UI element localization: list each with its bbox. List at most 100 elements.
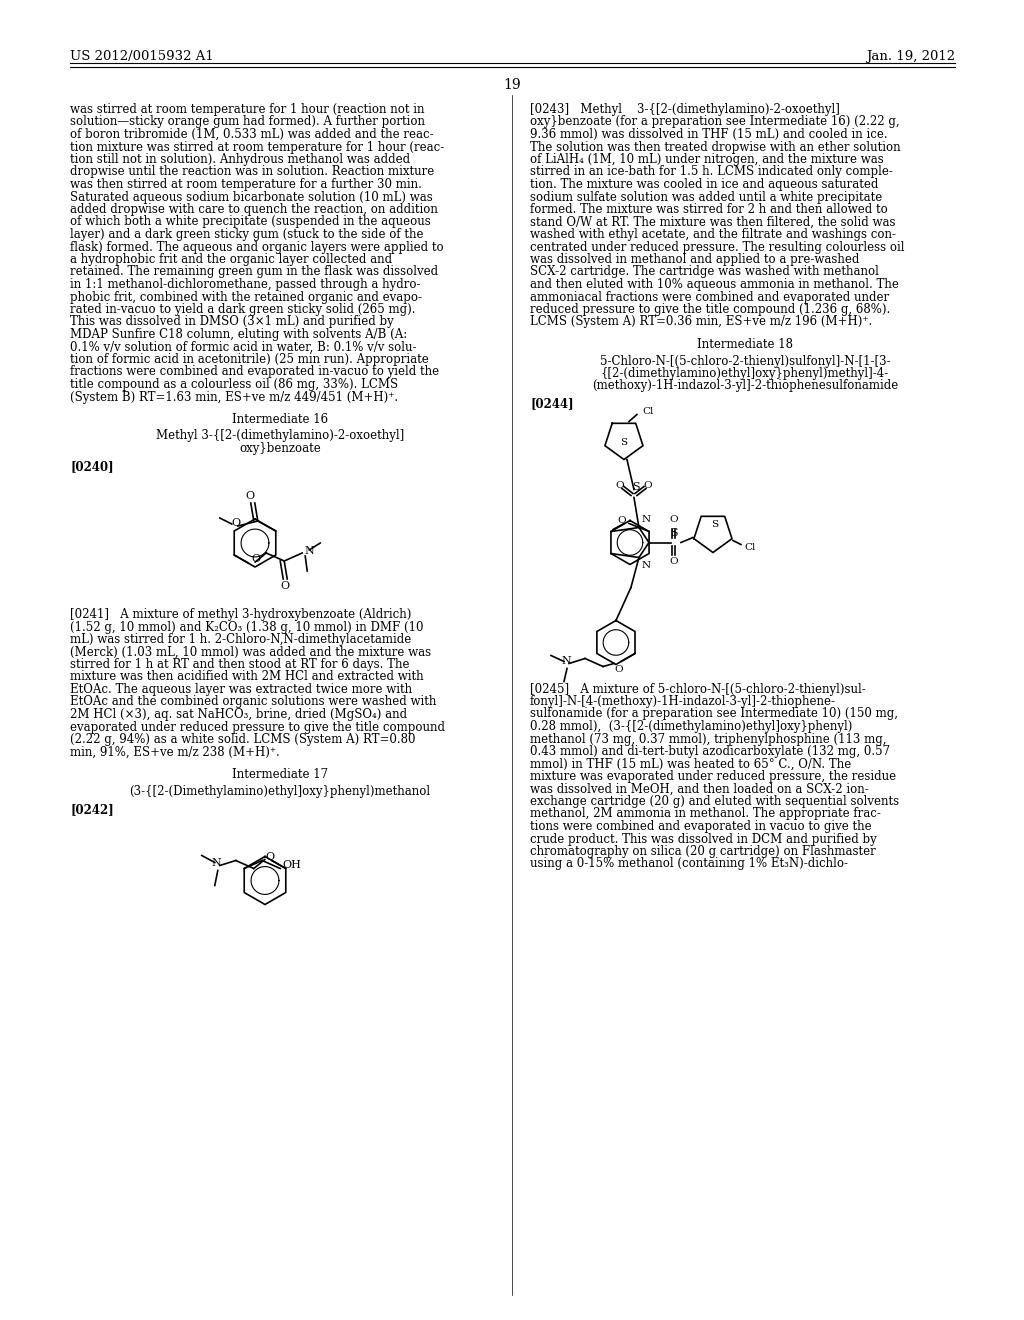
Text: of which both a white precipitate (suspended in the aqueous: of which both a white precipitate (suspe… [70, 215, 431, 228]
Text: sodium sulfate solution was added until a white precipitate: sodium sulfate solution was added until … [530, 190, 883, 203]
Text: mmol) in THF (15 mL) was heated to 65° C., O/N. The: mmol) in THF (15 mL) was heated to 65° C… [530, 758, 851, 771]
Text: of LiAlH₄ (1M, 10 mL) under nitrogen, and the mixture was: of LiAlH₄ (1M, 10 mL) under nitrogen, an… [530, 153, 884, 166]
Text: solution—sticky orange gum had formed). A further portion: solution—sticky orange gum had formed). … [70, 116, 425, 128]
Text: Intermediate 18: Intermediate 18 [697, 338, 793, 351]
Text: This was dissolved in DMSO (3×1 mL) and purified by: This was dissolved in DMSO (3×1 mL) and … [70, 315, 394, 329]
Text: stirred for 1 h at RT and then stood at RT for 6 days. The: stirred for 1 h at RT and then stood at … [70, 657, 410, 671]
Text: tions were combined and evaporated in vacuo to give the: tions were combined and evaporated in va… [530, 820, 871, 833]
Text: O: O [644, 480, 652, 490]
Text: [0245]   A mixture of 5-chloro-N-[(5-chloro-2-thienyl)sul-: [0245] A mixture of 5-chloro-N-[(5-chlor… [530, 682, 865, 696]
Text: O: O [670, 557, 678, 566]
Text: of boron tribromide (1M, 0.533 mL) was added and the reac-: of boron tribromide (1M, 0.533 mL) was a… [70, 128, 433, 141]
Text: retained. The remaining green gum in the flask was dissolved: retained. The remaining green gum in the… [70, 265, 438, 279]
Text: min, 91%, ES+ve m/z 238 (M+H)⁺.: min, 91%, ES+ve m/z 238 (M+H)⁺. [70, 746, 280, 759]
Text: S: S [670, 528, 678, 539]
Text: O: O [281, 581, 290, 591]
Text: EtOAc. The aqueous layer was extracted twice more with: EtOAc. The aqueous layer was extracted t… [70, 682, 412, 696]
Text: N: N [212, 858, 221, 867]
Text: Intermediate 16: Intermediate 16 [232, 413, 328, 426]
Text: (Merck) (1.03 mL, 10 mmol) was added and the mixture was: (Merck) (1.03 mL, 10 mmol) was added and… [70, 645, 431, 659]
Text: dropwise until the reaction was in solution. Reaction mixture: dropwise until the reaction was in solut… [70, 165, 434, 178]
Text: [0241]   A mixture of methyl 3-hydroxybenzoate (Aldrich): [0241] A mixture of methyl 3-hydroxybenz… [70, 609, 412, 620]
Text: centrated under reduced pressure. The resulting colourless oil: centrated under reduced pressure. The re… [530, 240, 904, 253]
Text: formed. The mixture was stirred for 2 h and then allowed to: formed. The mixture was stirred for 2 h … [530, 203, 888, 216]
Text: stirred in an ice-bath for 1.5 h. LCMS indicated only comple-: stirred in an ice-bath for 1.5 h. LCMS i… [530, 165, 893, 178]
Text: sulfonamide (for a preparation see Intermediate 10) (150 mg,: sulfonamide (for a preparation see Inter… [530, 708, 898, 721]
Text: stand O/W at RT. The mixture was then filtered, the solid was: stand O/W at RT. The mixture was then fi… [530, 215, 896, 228]
Text: 2M HCl (×3), aq. sat NaHCO₃, brine, dried (MgSO₄) and: 2M HCl (×3), aq. sat NaHCO₃, brine, drie… [70, 708, 408, 721]
Text: SCX-2 cartridge. The cartridge was washed with methanol: SCX-2 cartridge. The cartridge was washe… [530, 265, 879, 279]
Text: OH: OH [283, 861, 301, 870]
Text: tion still not in solution). Anhydrous methanol was added: tion still not in solution). Anhydrous m… [70, 153, 411, 166]
Text: EtOAc and the combined organic solutions were washed with: EtOAc and the combined organic solutions… [70, 696, 436, 709]
Text: [0242]: [0242] [70, 803, 114, 816]
Text: crude product. This was dissolved in DCM and purified by: crude product. This was dissolved in DCM… [530, 833, 877, 846]
Text: 0.28 mmol),  (3-{[2-(dimethylamino)ethyl]oxy}phenyl): 0.28 mmol), (3-{[2-(dimethylamino)ethyl]… [530, 719, 852, 733]
Text: and then eluted with 10% aqueous ammonia in methanol. The: and then eluted with 10% aqueous ammonia… [530, 279, 899, 290]
Text: [0244]: [0244] [530, 397, 573, 411]
Text: (methoxy)-1H-indazol-3-yl]-2-thiophenesulfonamide: (methoxy)-1H-indazol-3-yl]-2-thiophenesu… [592, 380, 898, 392]
Text: tion mixture was stirred at room temperature for 1 hour (reac-: tion mixture was stirred at room tempera… [70, 140, 444, 153]
Text: O: O [614, 664, 624, 673]
Text: reduced pressure to give the title compound (1.236 g, 68%).: reduced pressure to give the title compo… [530, 304, 890, 315]
Text: US 2012/0015932 A1: US 2012/0015932 A1 [70, 50, 214, 63]
Text: O: O [245, 491, 254, 502]
Text: N: N [561, 656, 570, 665]
Text: mixture was then acidified with 2M HCl and extracted with: mixture was then acidified with 2M HCl a… [70, 671, 424, 684]
Text: ammoniacal fractions were combined and evaporated under: ammoniacal fractions were combined and e… [530, 290, 889, 304]
Text: 0.43 mmol) and di-tert-butyl azodicarboxylate (132 mg, 0.57: 0.43 mmol) and di-tert-butyl azodicarbox… [530, 744, 890, 758]
Text: fonyl]-N-[4-(methoxy)-1H-indazol-3-yl]-2-thiophene-: fonyl]-N-[4-(methoxy)-1H-indazol-3-yl]-2… [530, 696, 836, 708]
Text: O: O [265, 851, 274, 862]
Text: mixture was evaporated under reduced pressure, the residue: mixture was evaporated under reduced pre… [530, 770, 896, 783]
Text: O: O [617, 516, 626, 525]
Text: added dropwise with care to quench the reaction, on addition: added dropwise with care to quench the r… [70, 203, 438, 216]
Text: washed with ethyl acetate, and the filtrate and washings con-: washed with ethyl acetate, and the filtr… [530, 228, 896, 242]
Text: flask) formed. The aqueous and organic layers were applied to: flask) formed. The aqueous and organic l… [70, 240, 443, 253]
Text: O: O [251, 554, 260, 564]
Text: title compound as a colourless oil (86 mg, 33%). LCMS: title compound as a colourless oil (86 m… [70, 378, 398, 391]
Text: oxy}benzoate (for a preparation see Intermediate 16) (2.22 g,: oxy}benzoate (for a preparation see Inte… [530, 116, 900, 128]
Text: (3-{[2-(Dimethylamino)ethyl]oxy}phenyl)methanol: (3-{[2-(Dimethylamino)ethyl]oxy}phenyl)m… [129, 784, 430, 797]
Text: O: O [670, 516, 678, 524]
Text: (1.52 g, 10 mmol) and K₂CO₃ (1.38 g, 10 mmol) in DMF (10: (1.52 g, 10 mmol) and K₂CO₃ (1.38 g, 10 … [70, 620, 424, 634]
Text: oxy}benzoate: oxy}benzoate [240, 442, 321, 455]
Text: N: N [642, 516, 651, 524]
Text: was then stirred at room temperature for a further 30 min.: was then stirred at room temperature for… [70, 178, 422, 191]
Text: was stirred at room temperature for 1 hour (reaction not in: was stirred at room temperature for 1 ho… [70, 103, 425, 116]
Text: in 1:1 methanol-dichloromethane, passed through a hydro-: in 1:1 methanol-dichloromethane, passed … [70, 279, 421, 290]
Text: N: N [642, 561, 651, 569]
Text: evaporated under reduced pressure to give the title compound: evaporated under reduced pressure to giv… [70, 721, 445, 734]
Text: 5-Chloro-N-[(5-chloro-2-thienyl)sulfonyl]-N-[1-[3-: 5-Chloro-N-[(5-chloro-2-thienyl)sulfonyl… [600, 355, 890, 367]
Text: {[2-(dimethylamino)ethyl]oxy}phenyl)methyl]-4-: {[2-(dimethylamino)ethyl]oxy}phenyl)meth… [601, 367, 889, 380]
Text: Intermediate 17: Intermediate 17 [232, 768, 328, 781]
Text: (System B) RT=1.63 min, ES+ve m/z 449/451 (M+H)⁺.: (System B) RT=1.63 min, ES+ve m/z 449/45… [70, 391, 398, 404]
Text: Saturated aqueous sodium bicarbonate solution (10 mL) was: Saturated aqueous sodium bicarbonate sol… [70, 190, 433, 203]
Text: (2.22 g, 94%) as a white solid. LCMS (System A) RT=0.80: (2.22 g, 94%) as a white solid. LCMS (Sy… [70, 733, 416, 746]
Text: tion. The mixture was cooled in ice and aqueous saturated: tion. The mixture was cooled in ice and … [530, 178, 879, 191]
Text: using a 0-15% methanol (containing 1% Et₃N)-dichlo-: using a 0-15% methanol (containing 1% Et… [530, 858, 848, 870]
Text: mL) was stirred for 1 h. 2-Chloro-N,N-dimethylacetamide: mL) was stirred for 1 h. 2-Chloro-N,N-di… [70, 634, 412, 645]
Text: S: S [712, 520, 719, 529]
Text: tion of formic acid in acetonitrile) (25 min run). Appropriate: tion of formic acid in acetonitrile) (25… [70, 352, 429, 366]
Text: N: N [304, 546, 314, 556]
Text: [0240]: [0240] [70, 461, 114, 474]
Text: MDAP Sunfire C18 column, eluting with solvents A/B (A:: MDAP Sunfire C18 column, eluting with so… [70, 327, 408, 341]
Text: exchange cartridge (20 g) and eluted with sequential solvents: exchange cartridge (20 g) and eluted wit… [530, 795, 899, 808]
Text: 9.36 mmol) was dissolved in THF (15 mL) and cooled in ice.: 9.36 mmol) was dissolved in THF (15 mL) … [530, 128, 888, 141]
Text: O: O [615, 480, 625, 490]
Text: [0243]   Methyl    3-{[2-(dimethylamino)-2-oxoethyl]: [0243] Methyl 3-{[2-(dimethylamino)-2-ox… [530, 103, 840, 116]
Text: O: O [231, 517, 241, 528]
Text: a hydrophobic frit and the organic layer collected and: a hydrophobic frit and the organic layer… [70, 253, 392, 267]
Text: S: S [632, 483, 640, 492]
Text: was dissolved in methanol and applied to a pre-washed: was dissolved in methanol and applied to… [530, 253, 859, 267]
Text: fractions were combined and evaporated in-vacuo to yield the: fractions were combined and evaporated i… [70, 366, 439, 379]
Text: rated in-vacuo to yield a dark green sticky solid (265 mg).: rated in-vacuo to yield a dark green sti… [70, 304, 416, 315]
Text: 0.1% v/v solution of formic acid in water, B: 0.1% v/v solu-: 0.1% v/v solution of formic acid in wate… [70, 341, 417, 354]
Text: methanol (73 mg, 0.37 mmol), triphenylphosphine (113 mg,: methanol (73 mg, 0.37 mmol), triphenylph… [530, 733, 887, 746]
Text: was dissolved in MeOH, and then loaded on a SCX-2 ion-: was dissolved in MeOH, and then loaded o… [530, 783, 868, 796]
Text: Cl: Cl [642, 407, 653, 416]
Text: S: S [621, 438, 628, 447]
Text: chromatography on silica (20 g cartridge) on Flashmaster: chromatography on silica (20 g cartridge… [530, 845, 876, 858]
Text: Jan. 19, 2012: Jan. 19, 2012 [866, 50, 955, 63]
Text: LCMS (System A) RT=0.36 min, ES+ve m/z 196 (M+H)⁺.: LCMS (System A) RT=0.36 min, ES+ve m/z 1… [530, 315, 872, 329]
